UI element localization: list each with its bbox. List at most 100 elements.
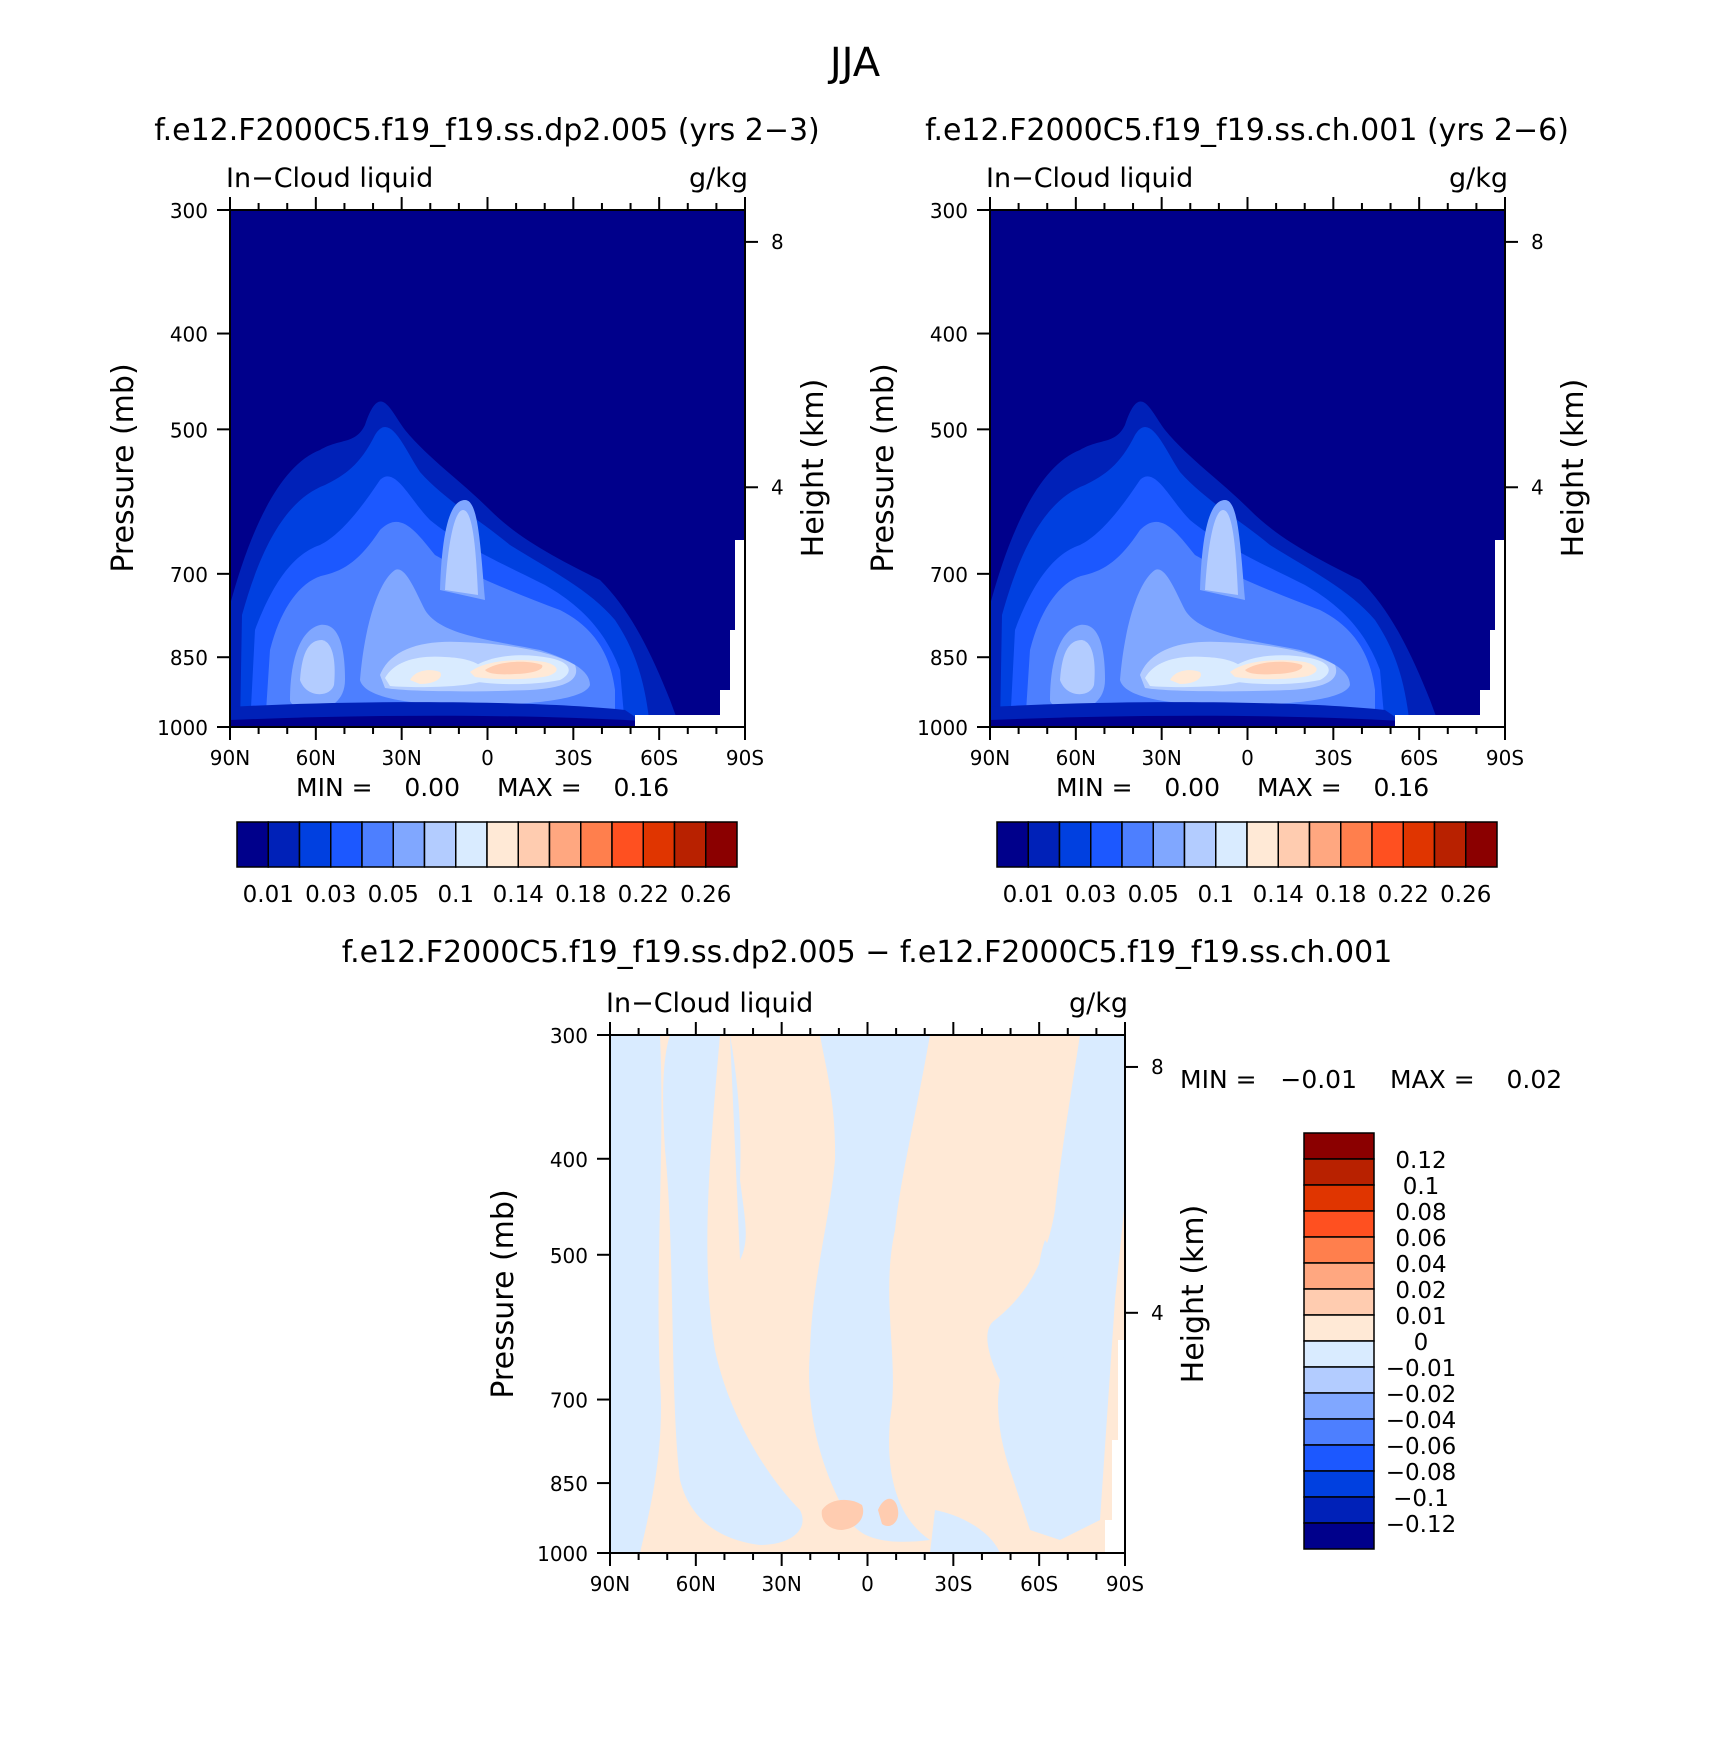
colorbar-label: 0.22 xyxy=(1378,882,1429,908)
colorbar-label: 0.12 xyxy=(1395,1148,1446,1174)
colorbar-swatch xyxy=(361,821,394,868)
colorbar-label: 0.1 xyxy=(1403,1174,1440,1200)
colorbar-swatch xyxy=(642,821,676,868)
colorbar-swatch xyxy=(1183,821,1217,868)
y-tick-label: 700 xyxy=(550,1389,588,1413)
colorbar-swatch xyxy=(1303,1184,1375,1212)
colorbar-label: −0.04 xyxy=(1386,1408,1456,1434)
y2-tick-label: 8 xyxy=(1531,230,1544,254)
colorbar-swatch xyxy=(236,821,269,868)
y-tick-label: 400 xyxy=(550,1148,588,1172)
x-tick-label: 60N xyxy=(676,1572,716,1596)
colorbar-label: 0.14 xyxy=(493,882,544,908)
x-tick-label: 90S xyxy=(1486,746,1524,770)
left-string: In−Cloud liquid xyxy=(226,163,433,194)
colorbar-label: 0.04 xyxy=(1395,1252,1446,1278)
y-tick-label: 700 xyxy=(170,563,208,587)
right-string: g/kg xyxy=(1069,988,1128,1019)
y-tick-label: 1000 xyxy=(157,716,208,740)
colorbar-label: 0.18 xyxy=(1315,882,1366,908)
colorbar-label: −0.12 xyxy=(1386,1512,1456,1538)
panel-title: f.e12.F2000C5.f19_f19.ss.dp2.005 − f.e12… xyxy=(342,935,1393,970)
y-tick-label: 500 xyxy=(930,418,968,442)
colorbar-label: −0.1 xyxy=(1393,1486,1449,1512)
x-tick-label: 90N xyxy=(970,746,1010,770)
colorbar-swatch xyxy=(1303,1314,1375,1342)
colorbar-swatch xyxy=(1277,821,1311,868)
y-tick-label: 1000 xyxy=(537,1542,588,1566)
colorbar-swatch xyxy=(1303,1366,1375,1394)
max-text: MAX = 0.16 xyxy=(1257,773,1429,802)
colorbar-swatch xyxy=(330,821,363,868)
colorbar-swatch xyxy=(705,821,738,868)
x-tick-label: 0 xyxy=(1241,746,1254,770)
x-tick-label: 0 xyxy=(861,1572,874,1596)
y-tick-label: 400 xyxy=(170,323,208,347)
colorbar-label: 0.03 xyxy=(305,882,356,908)
colorbar-swatch xyxy=(1303,1262,1375,1290)
colorbar-swatch xyxy=(1058,821,1092,868)
min-text: MIN = −0.01 xyxy=(1180,1065,1357,1094)
y2-axis-label: Height (km) xyxy=(1556,379,1591,558)
right-string: g/kg xyxy=(1449,163,1508,194)
y-tick-label: 400 xyxy=(930,323,968,347)
colorbar-label: 0.05 xyxy=(1128,882,1179,908)
colorbar-swatch xyxy=(1027,821,1061,868)
colorbar-swatch xyxy=(580,821,613,868)
colorbar-swatch xyxy=(1303,1340,1375,1368)
colorbar-label: 0.05 xyxy=(368,882,419,908)
y2-tick-label: 8 xyxy=(1151,1055,1164,1079)
y-tick-label: 500 xyxy=(170,418,208,442)
x-tick-label: 60S xyxy=(640,746,678,770)
y2-axis-label: Height (km) xyxy=(1176,1205,1211,1384)
colorbar-swatch xyxy=(1303,1132,1375,1160)
colorbar-label: 0 xyxy=(1414,1330,1429,1356)
colorbar-swatch xyxy=(1402,821,1436,868)
figure-title: JJA xyxy=(827,40,881,86)
y-axis-label: Pressure (mb) xyxy=(486,1189,521,1398)
colorbar-swatch xyxy=(1308,821,1342,868)
colorbar-swatch xyxy=(392,821,426,868)
colorbar-label: 0.18 xyxy=(555,882,606,908)
colorbar-label: 0.26 xyxy=(680,882,731,908)
colorbar-swatch xyxy=(423,821,457,868)
colorbar-swatch xyxy=(1303,1470,1375,1498)
colorbar-label: 0.02 xyxy=(1395,1278,1446,1304)
y-tick-label: 300 xyxy=(930,199,968,223)
y2-tick-label: 4 xyxy=(771,475,784,499)
colorbar-label: 0.01 xyxy=(1003,882,1054,908)
colorbar-label: 0.22 xyxy=(618,882,669,908)
colorbar-swatch xyxy=(1215,821,1248,868)
colorbar-swatch xyxy=(1303,1288,1375,1316)
colorbar-swatch xyxy=(1121,821,1154,868)
y-tick-label: 850 xyxy=(930,646,968,670)
y-axis-label: Pressure (mb) xyxy=(866,363,901,572)
colorbar-swatch xyxy=(1090,821,1123,868)
colorbar-swatch xyxy=(1465,821,1498,868)
panel-3: f.e12.F2000C5.f19_f19.ss.dp2.005 − f.e12… xyxy=(342,935,1562,1596)
x-tick-label: 60N xyxy=(296,746,336,770)
x-tick-label: 30S xyxy=(554,746,592,770)
panel-title: f.e12.F2000C5.f19_f19.ss.ch.001 (yrs 2−6… xyxy=(925,113,1569,148)
colorbar-label: 0.01 xyxy=(1395,1304,1446,1330)
contour-field xyxy=(230,210,745,727)
colorbar-swatch xyxy=(298,821,332,868)
colorbar-label: −0.06 xyxy=(1386,1434,1456,1460)
colorbar-swatch xyxy=(1303,1158,1375,1186)
colorbar-swatch xyxy=(455,821,488,868)
contour-field xyxy=(990,210,1505,727)
colorbar-swatch xyxy=(548,821,582,868)
colorbar-label: 0.01 xyxy=(243,882,294,908)
panel-1: f.e12.F2000C5.f19_f19.ss.dp2.005 (yrs 2−… xyxy=(106,113,831,908)
x-tick-label: 30N xyxy=(761,1572,801,1596)
left-string: In−Cloud liquid xyxy=(606,988,813,1019)
y-axis-label: Pressure (mb) xyxy=(106,363,141,572)
min-text: MIN = 0.00 xyxy=(1056,773,1220,802)
colorbar-swatch xyxy=(611,821,644,868)
colorbar-label: −0.01 xyxy=(1386,1356,1456,1382)
max-text: MAX = 0.02 xyxy=(1390,1065,1562,1094)
colorbar-swatch xyxy=(1246,821,1279,868)
x-tick-label: 0 xyxy=(481,746,494,770)
colorbar-label: 0.26 xyxy=(1440,882,1491,908)
